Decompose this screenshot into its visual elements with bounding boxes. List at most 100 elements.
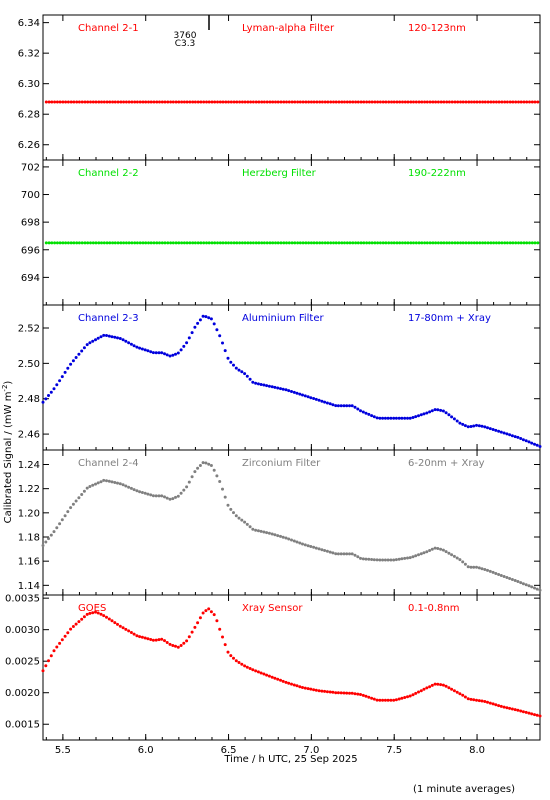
panel-frame: [42, 594, 541, 741]
data-point: [383, 558, 387, 562]
data-point: [329, 241, 333, 245]
data-point: [453, 241, 457, 245]
data-point: [326, 100, 330, 104]
data-point: [320, 399, 324, 403]
data-point: [276, 100, 280, 104]
data-point: [406, 556, 409, 560]
data-point: [511, 241, 515, 245]
data-point: [469, 697, 473, 701]
panel-3: 2.46 2.48 2.50 2.52 Channel 2-3 Aluminium Fil…: [18, 304, 542, 451]
data-point: [72, 100, 76, 104]
data-point: [365, 241, 369, 245]
data-point: [143, 491, 147, 495]
y-tick-label: 702: [21, 162, 40, 173]
data-point: [218, 480, 222, 483]
data-point: [133, 241, 137, 245]
data-point: [372, 415, 376, 419]
data-point: [281, 387, 285, 391]
data-point: [207, 241, 211, 245]
data-point: [345, 691, 349, 695]
panel-1: 6.26 6.28 6.30 6.32 6.34 Channel 2-1 Lyman-alp…: [18, 14, 541, 161]
data-point: [467, 100, 471, 104]
data-point: [185, 485, 189, 489]
data-point: [91, 339, 95, 343]
data-point: [477, 699, 481, 703]
data-point: [157, 638, 161, 642]
data-point: [414, 100, 418, 104]
data-point: [50, 100, 54, 104]
data-point: [121, 626, 125, 630]
data-point: [105, 241, 109, 245]
data-point: [246, 100, 250, 104]
data-point: [119, 241, 123, 245]
data-point: [483, 700, 487, 703]
data-point: [140, 635, 144, 639]
data-point: [212, 468, 216, 472]
data-point: [372, 558, 376, 562]
data-point: [232, 241, 236, 245]
data-point: [499, 574, 503, 577]
data-point: [353, 692, 357, 696]
x-tick-label: 6.0: [138, 745, 154, 756]
data-point: [129, 631, 133, 634]
data-point: [318, 241, 322, 245]
data-point: [243, 372, 247, 376]
data-point: [196, 100, 200, 104]
data-point: [44, 540, 48, 544]
data-point: [107, 479, 111, 483]
y-tick-label: 2.52: [18, 323, 40, 334]
data-point: [174, 352, 177, 356]
data-point: [403, 556, 407, 560]
series-points: [41, 461, 542, 592]
data-point: [287, 100, 291, 104]
x-tick-label: 8.0: [469, 745, 485, 756]
data-point: [243, 100, 247, 104]
data-point: [143, 636, 147, 640]
data-point: [425, 550, 429, 554]
data-point: [257, 100, 261, 104]
data-point: [290, 241, 294, 245]
data-point: [188, 100, 192, 104]
data-point: [251, 241, 255, 245]
data-point: [328, 690, 332, 694]
data-point: [141, 241, 145, 245]
data-point: [430, 683, 434, 687]
data-point: [69, 241, 73, 245]
data-point: [221, 100, 225, 104]
y-tick-label: 1.14: [18, 581, 40, 592]
data-point: [55, 100, 59, 104]
data-point: [237, 516, 241, 520]
data-point: [528, 241, 531, 245]
flare-class-label: C3.3: [175, 39, 196, 49]
data-point: [63, 514, 67, 518]
data-point: [538, 445, 542, 448]
data-point: [83, 241, 87, 245]
data-point: [127, 485, 131, 489]
data-point: [508, 433, 512, 437]
data-point: [384, 100, 388, 104]
data-point: [133, 100, 137, 104]
data-point: [431, 100, 435, 104]
data-point: [497, 429, 501, 433]
data-point: [483, 241, 487, 245]
y-tick-label: 6.32: [18, 49, 40, 60]
data-point: [387, 100, 391, 104]
data-point: [187, 480, 191, 484]
data-point: [207, 100, 211, 104]
data-point: [434, 100, 438, 104]
data-point: [417, 553, 420, 557]
data-point: [298, 241, 302, 245]
data-point: [480, 699, 484, 703]
data-point: [260, 241, 264, 245]
data-point: [312, 545, 316, 549]
data-point: [317, 689, 321, 693]
data-point: [74, 622, 78, 626]
data-point: [486, 426, 489, 430]
data-point: [86, 100, 90, 104]
data-point: [207, 462, 211, 466]
data-point: [64, 100, 68, 104]
data-point: [336, 691, 340, 695]
data-point: [447, 100, 451, 104]
data-point: [494, 100, 498, 104]
data-point: [356, 100, 360, 104]
